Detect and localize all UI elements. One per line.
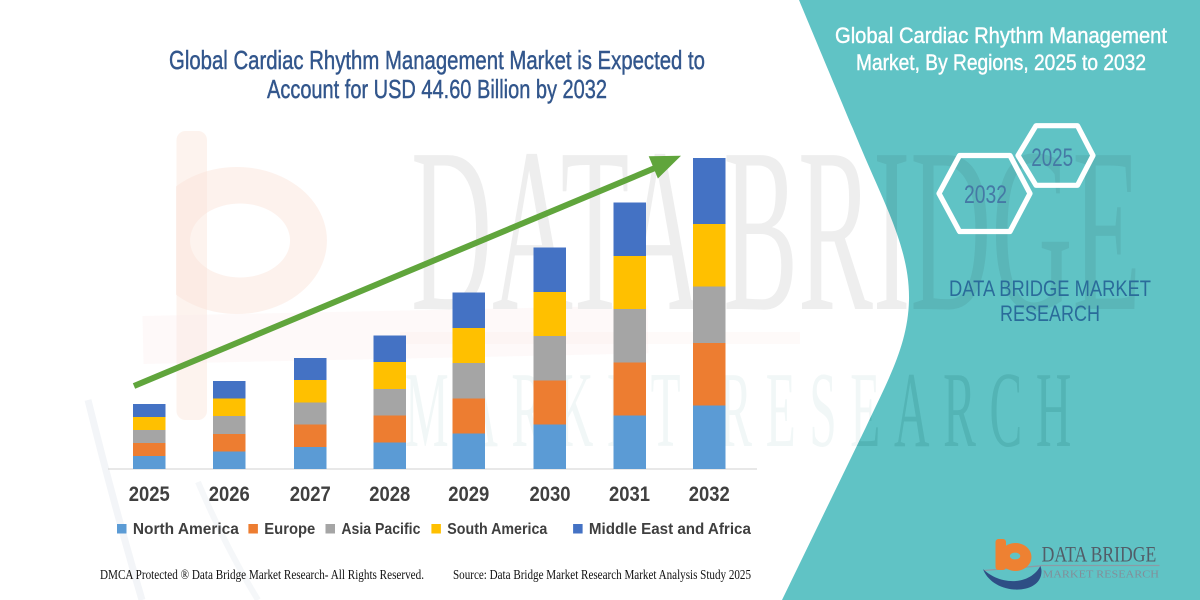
svg-text:Market, By Regions, 2025 to 20: Market, By Regions, 2025 to 2032 — [856, 50, 1146, 75]
svg-text:North America: North America — [133, 521, 239, 538]
svg-text:Source: Data Bridge Market Res: Source: Data Bridge Market Research Mark… — [453, 567, 751, 582]
svg-text:2027: 2027 — [290, 483, 331, 506]
svg-text:2025: 2025 — [129, 483, 170, 506]
svg-text:Account for USD 44.60 Billion: Account for USD 44.60 Billion by 2032 — [267, 74, 607, 104]
svg-text:2029: 2029 — [448, 483, 489, 506]
svg-text:DATA BRIDGE MARKET: DATA BRIDGE MARKET — [949, 276, 1151, 301]
svg-text:DATA BRIDGE: DATA BRIDGE — [1042, 542, 1157, 567]
svg-text:Asia Pacific: Asia Pacific — [341, 521, 420, 538]
svg-text:2025: 2025 — [1031, 144, 1073, 172]
svg-text:Global Cardiac Rhythm Manageme: Global Cardiac Rhythm Management Market … — [169, 45, 705, 75]
svg-text:2028: 2028 — [369, 483, 410, 506]
svg-text:2032: 2032 — [689, 483, 730, 506]
svg-text:RESEARCH: RESEARCH — [1000, 301, 1100, 326]
svg-text:2032: 2032 — [964, 181, 1007, 209]
svg-text:2031: 2031 — [609, 483, 650, 506]
svg-text:Middle East and Africa: Middle East and Africa — [589, 521, 751, 538]
svg-text:2026: 2026 — [209, 483, 250, 506]
svg-text:South America: South America — [447, 521, 547, 538]
svg-text:2030: 2030 — [530, 483, 571, 506]
svg-text:MARKET RESEARCH: MARKET RESEARCH — [1043, 569, 1160, 580]
svg-text:Europe: Europe — [264, 521, 315, 538]
svg-text:Global Cardiac Rhythm Manageme: Global Cardiac Rhythm Management — [835, 23, 1167, 48]
svg-text:DMCA Protected ® Data Bridge M: DMCA Protected ® Data Bridge Market Rese… — [100, 567, 424, 582]
